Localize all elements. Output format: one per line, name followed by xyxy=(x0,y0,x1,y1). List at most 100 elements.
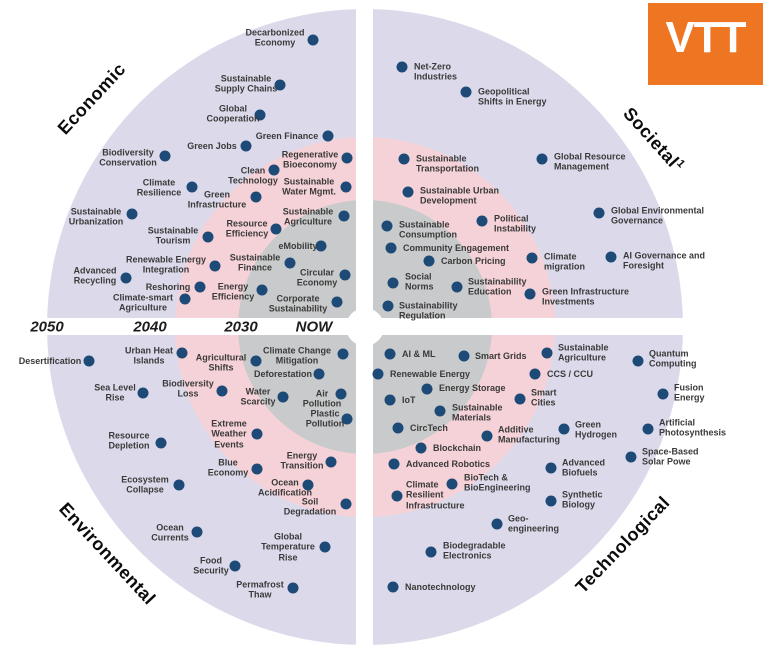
trend-dot-economic xyxy=(186,181,198,193)
trend-label-technological: Space-Based Solar Powe xyxy=(642,446,699,467)
trend-dot-environmental xyxy=(302,479,314,491)
trend-label-environmental: Ocean Acidification xyxy=(257,477,313,498)
trend-dot-environmental xyxy=(250,355,262,367)
trend-label-economic: Green Infrastructure xyxy=(187,189,247,210)
trend-label-technological: Energy Storage xyxy=(439,382,506,393)
trend-label-economic: Advanced Recycling xyxy=(73,265,117,286)
trend-label-environmental: Plastic Pollution xyxy=(305,408,345,429)
trend-dot-environmental xyxy=(216,385,228,397)
trend-dot-technological xyxy=(545,462,557,474)
trend-dot-environmental xyxy=(229,560,241,572)
trend-dot-economic xyxy=(254,109,266,121)
trend-label-economic: Climate Resilience xyxy=(136,177,182,198)
trend-dot-environmental xyxy=(137,387,149,399)
trend-dot-economic xyxy=(120,272,132,284)
trend-label-technological: Climate Resilient Infrastructure xyxy=(406,479,465,511)
trend-label-technological: Blockchain xyxy=(433,442,482,453)
trend-label-societal: Carbon Pricing xyxy=(441,255,506,266)
trend-label-economic: Sustainable Agriculture xyxy=(282,206,334,227)
trend-label-environmental: Climate Change Mitigation xyxy=(262,345,332,366)
trend-dot-societal xyxy=(381,220,393,232)
trend-label-societal: Sustainability Regulation xyxy=(399,300,458,321)
trend-label-societal: Global Environmental Governance xyxy=(611,205,705,226)
trend-label-technological: Additive Manufacturing xyxy=(498,424,560,445)
trend-dot-economic xyxy=(179,293,191,305)
trend-dot-economic xyxy=(284,257,296,269)
trend-dot-technological xyxy=(388,458,400,470)
trend-dot-technological xyxy=(392,422,404,434)
trend-label-environmental: Resource Depletion xyxy=(108,430,150,451)
trend-label-societal: Sustainable Consumption xyxy=(399,219,457,240)
trend-dot-economic xyxy=(338,210,350,222)
trend-dot-economic xyxy=(202,231,214,243)
trend-dot-environmental xyxy=(191,526,203,538)
trend-dot-technological xyxy=(625,451,637,463)
trend-label-environmental: Biodiversity Loss xyxy=(162,378,214,399)
trend-dot-environmental xyxy=(173,479,185,491)
trend-label-societal: Sustainable Transportation xyxy=(416,153,480,174)
trend-label-technological: Smart Cities xyxy=(531,387,557,408)
trend-label-economic: Green Jobs xyxy=(187,140,237,151)
trend-label-technological: CCS / CCU xyxy=(547,368,594,379)
trend-dot-societal xyxy=(396,61,408,73)
trend-dot-societal xyxy=(423,255,435,267)
trend-label-societal: Green Infrastructure Investments xyxy=(542,286,630,307)
trend-dot-economic xyxy=(240,140,252,152)
trend-label-technological: CircTech xyxy=(410,422,448,433)
vtt-logo-text: VTT xyxy=(665,13,746,62)
trend-label-economic: Renewable Energy Integration xyxy=(125,254,207,275)
trend-label-technological: Geo- engineering xyxy=(508,513,560,534)
trend-label-economic: Sustainable Finance xyxy=(229,252,281,273)
trend-dot-technological xyxy=(642,423,654,435)
trend-label-economic: Sustainable Urbanization xyxy=(68,206,124,227)
trend-dot-environmental xyxy=(335,388,347,400)
trend-dot-environmental xyxy=(176,347,188,359)
trend-label-technological: Quantum Computing xyxy=(649,348,697,369)
trend-label-environmental: Blue Economy xyxy=(207,457,249,478)
trend-label-technological: Green Hydrogen xyxy=(575,419,618,440)
trend-dot-technological xyxy=(541,347,553,359)
trend-label-environmental: Desertification xyxy=(18,355,82,366)
trend-dot-societal xyxy=(605,251,617,263)
trend-label-technological: Synthetic Biology xyxy=(562,489,603,510)
trend-dot-economic xyxy=(339,269,351,281)
trend-dot-economic xyxy=(194,281,206,293)
trend-dot-environmental xyxy=(341,413,353,425)
trend-label-technological: Nanotechnology xyxy=(405,581,476,592)
trend-label-societal: Community Engagement xyxy=(403,242,510,253)
trend-dot-societal xyxy=(382,300,394,312)
trend-label-environmental: Ocean Currents xyxy=(151,522,189,543)
trend-dot-environmental xyxy=(313,368,325,380)
trend-label-societal: Sustainability Education xyxy=(468,276,527,297)
trend-dot-technological xyxy=(384,394,396,406)
quadrant-divider-horizontal xyxy=(0,318,768,335)
trend-dot-environmental xyxy=(319,541,331,553)
trend-dot-environmental xyxy=(83,355,95,367)
trend-label-societal: AI Governance and Foresight xyxy=(623,250,706,271)
trend-dot-environmental xyxy=(287,582,299,594)
trend-label-environmental: Soil Degradation xyxy=(283,496,337,517)
trend-label-environmental: Food Security xyxy=(193,555,229,576)
trend-dot-economic xyxy=(340,181,352,193)
trend-label-technological: Advanced Robotics xyxy=(406,458,491,469)
trend-dot-economic xyxy=(331,296,343,308)
trend-label-technological: Smart Grids xyxy=(475,350,527,361)
trend-dot-technological xyxy=(446,478,458,490)
trend-dot-technological xyxy=(434,405,446,417)
trend-dot-societal xyxy=(451,281,463,293)
axis-label-2030: 2030 xyxy=(224,318,258,336)
trend-dot-technological xyxy=(514,393,526,405)
trend-label-economic: Corporate Sustainability xyxy=(268,293,328,314)
trend-label-economic: Energy Efficiency xyxy=(211,281,255,302)
trend-dot-economic xyxy=(209,260,221,272)
trend-dot-economic xyxy=(256,284,268,296)
trend-dot-technological xyxy=(415,442,427,454)
trend-label-economic: Green Finance xyxy=(255,130,319,141)
trend-dot-economic xyxy=(341,152,353,164)
trend-label-technological: Fusion Energy xyxy=(674,382,705,403)
trend-label-societal: Social Norms xyxy=(405,271,434,292)
trend-dot-technological xyxy=(384,348,396,360)
trend-dot-economic xyxy=(307,34,319,46)
trend-label-societal: Climate migration xyxy=(544,251,586,272)
